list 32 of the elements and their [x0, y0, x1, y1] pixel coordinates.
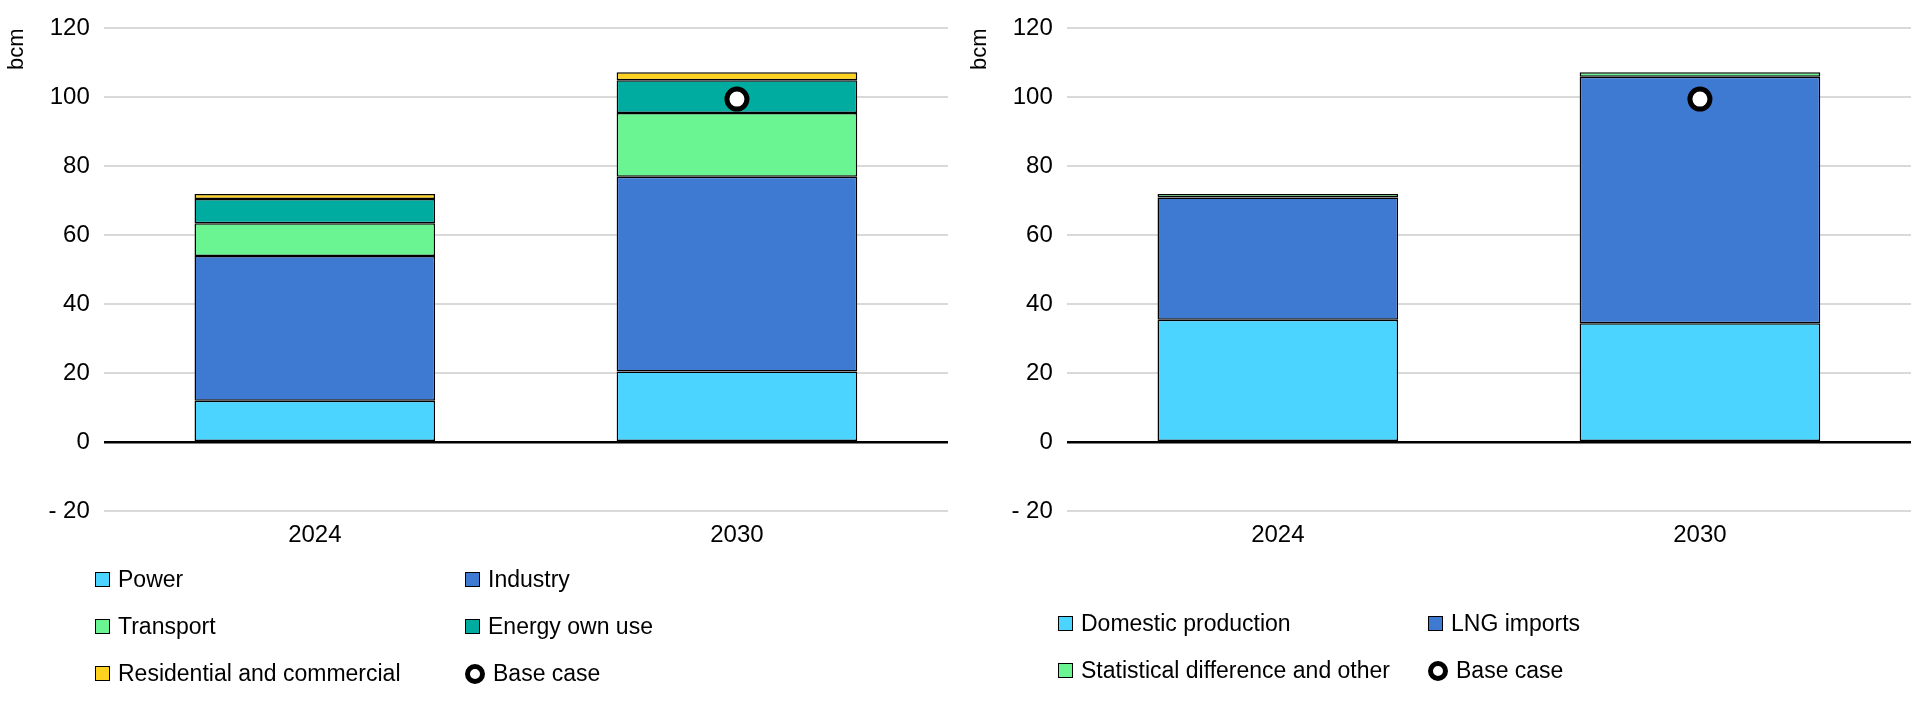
legend-label: Industry: [488, 566, 570, 593]
y-tick-label: 40: [63, 288, 90, 316]
y-tick-label: 100: [1012, 82, 1053, 109]
y-tick-label: - 20: [1011, 495, 1053, 523]
legend-label: Domestic production: [1081, 610, 1291, 637]
x-tick-label: 2024: [288, 520, 342, 548]
legend-label: Power: [118, 566, 184, 593]
legend-label: Base case: [1456, 657, 1564, 684]
y-tick-label: 80: [1026, 150, 1053, 178]
legend-label: Base case: [493, 660, 601, 687]
legend-label: Energy own use: [488, 613, 653, 640]
y-tick-label: 20: [1026, 357, 1053, 385]
y-tick-label: 80: [63, 150, 90, 178]
y-axis-title: bcm: [3, 28, 29, 70]
legend-label: LNG imports: [1451, 610, 1581, 637]
y-tick-label: 100: [49, 82, 90, 109]
y-tick-label: 60: [63, 219, 90, 247]
x-tick-label: 2030: [1673, 520, 1727, 548]
y-tick-label: 60: [1026, 219, 1053, 247]
y-tick-label: - 20: [48, 495, 90, 523]
y-axis-title: bcm: [966, 28, 992, 70]
y-tick-label: 120: [1012, 13, 1053, 41]
x-tick-label: 2030: [710, 520, 764, 548]
y-tick-label: 20: [63, 357, 90, 385]
y-tick-label: 0: [1039, 426, 1053, 454]
legend-label: Residential and commercial: [118, 660, 401, 687]
y-tick-label: 40: [1026, 288, 1053, 316]
x-tick-label: 2024: [1251, 520, 1305, 548]
y-tick-label: 0: [76, 426, 90, 454]
legend-label: Transport: [118, 613, 216, 640]
legend-label: Statistical difference and other: [1081, 657, 1390, 684]
y-tick-label: 120: [49, 13, 90, 41]
